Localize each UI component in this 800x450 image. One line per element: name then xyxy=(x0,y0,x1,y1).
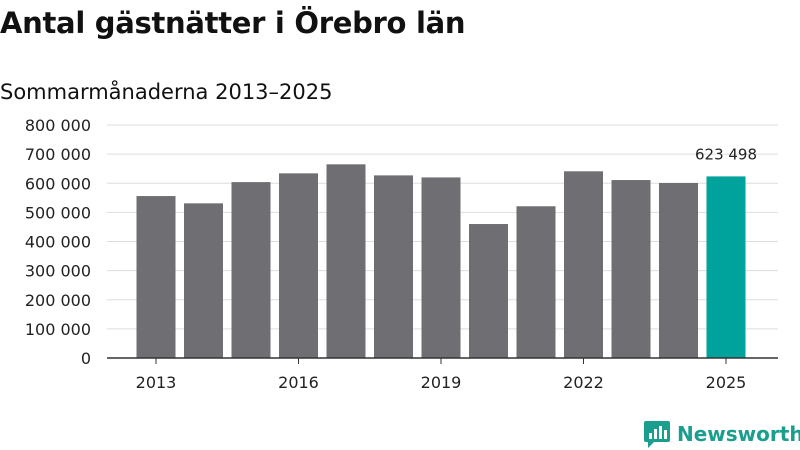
annotations: 623 498 xyxy=(695,145,757,163)
bar xyxy=(136,196,176,358)
newsworthy-logo: Newsworthy xyxy=(643,419,800,449)
y-tick-label: 800 000 xyxy=(25,116,91,135)
bar xyxy=(231,182,271,358)
x-axis: 2013 2016 2019 2022 2025 xyxy=(107,357,778,392)
y-tick-label: 400 000 xyxy=(25,233,91,252)
x-tick-label: 2016 xyxy=(278,373,319,392)
y-tick-label: 200 000 xyxy=(25,291,91,310)
y-tick-label: 600 000 xyxy=(25,174,91,193)
bar-highlight xyxy=(706,176,746,358)
bars xyxy=(136,164,746,358)
bar xyxy=(184,203,223,358)
bar xyxy=(374,175,413,358)
data-label: 623 498 xyxy=(695,145,757,163)
bar xyxy=(469,224,508,358)
x-tick-label: 2019 xyxy=(421,373,462,392)
y-tick-label: 0 xyxy=(81,349,91,368)
bar xyxy=(279,173,318,358)
bar xyxy=(421,177,461,358)
y-tick-label: 300 000 xyxy=(25,262,91,281)
y-tick-label: 700 000 xyxy=(25,145,91,164)
chart-title: Antal gästnätter i Örebro län xyxy=(0,6,466,40)
bar-chart: 0 100 000 200 000 300 000 400 000 500 000 600 … xyxy=(25,116,778,392)
x-tick-label: 2013 xyxy=(136,373,177,392)
bar xyxy=(326,164,366,358)
y-axis-labels: 0 100 000 200 000 300 000 400 000 500 000 600 … xyxy=(25,116,91,368)
brand-name: Newsworthy xyxy=(677,422,800,446)
newsworthy-logo-icon xyxy=(644,421,670,448)
y-tick-label: 100 000 xyxy=(25,320,91,339)
x-tick-label: 2025 xyxy=(706,373,747,392)
y-tick-label: 500 000 xyxy=(25,203,91,222)
x-tick-label: 2022 xyxy=(563,373,604,392)
chart-subtitle: Sommarmånaderna 2013–2025 xyxy=(0,80,333,104)
bar xyxy=(659,182,698,358)
bar xyxy=(564,171,603,358)
bar xyxy=(611,180,651,358)
bar xyxy=(516,206,556,358)
